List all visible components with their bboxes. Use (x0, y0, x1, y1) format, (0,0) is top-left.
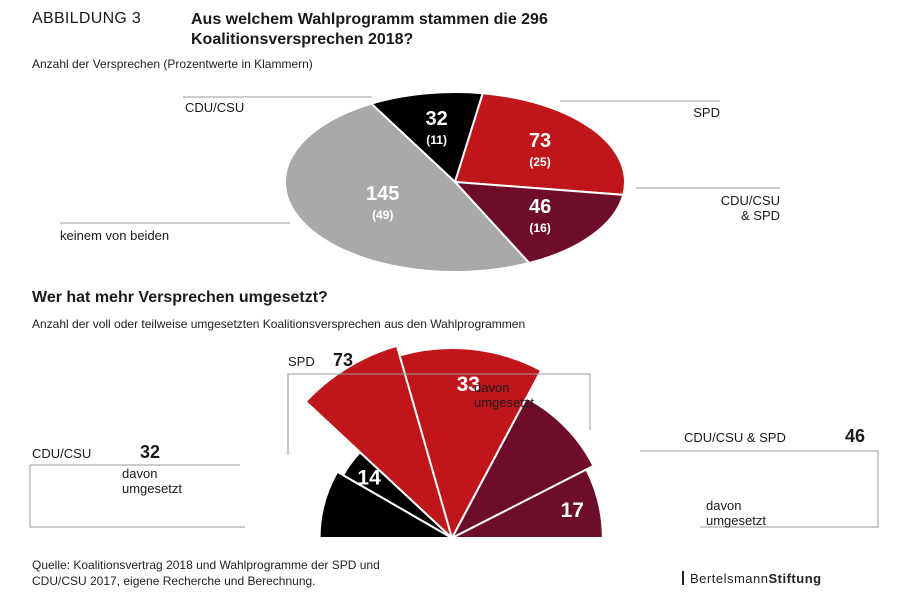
bar-bracket-1 (287, 373, 591, 455)
bar-group-total-1: 73 (333, 350, 353, 370)
figure-prefix: ABBILDUNG 3 (32, 10, 142, 27)
pie-percent-1: (25) (529, 155, 550, 169)
bar-total-2 (449, 396, 595, 541)
bar-bracket-2 (640, 450, 879, 528)
pie-slice-3 (284, 102, 531, 273)
bar-group-label-2: CDU/CSU & SPD (684, 430, 786, 445)
bar-total-0 (318, 470, 456, 539)
source-note: Quelle: Koalitionsvertrag 2018 und Wahlp… (32, 557, 380, 589)
chart-title: Aus welchem Wahlprogramm stammen die 296… (191, 11, 548, 48)
bar-implemented-value-1: 33 (457, 373, 480, 396)
pie-value-2: 46 (529, 196, 551, 218)
pie-percent-3: (49) (372, 208, 393, 222)
bar-impl-label-1-1: umgesetzt (474, 395, 534, 410)
bar-group-total-0: 32 (140, 442, 160, 462)
pie-slice-0 (369, 91, 485, 184)
pie-label-2-0: CDU/CSU (721, 193, 780, 208)
pie-value-3: 145 (366, 183, 399, 205)
bar-group-label-0: CDU/CSU (32, 446, 91, 461)
bar-impl-label-0-0: davon (122, 466, 157, 481)
brand-bar-icon (682, 571, 684, 585)
bar-impl-label-2-0: davon (706, 498, 741, 513)
bar-impl-label-0-1: umgesetzt (122, 481, 182, 496)
pie-label-2-1: & SPD (741, 208, 780, 223)
pie-slice-2 (452, 180, 625, 265)
bar-implemented-value-0: 14 (357, 467, 381, 490)
pie-percent-0: (11) (426, 133, 447, 147)
pie-label-1: SPD (693, 105, 720, 120)
pie-percent-2: (16) (529, 221, 550, 235)
pie-value-0: 32 (425, 108, 447, 130)
bar-implemented-2 (451, 468, 604, 539)
pie-label-0: CDU/CSU (185, 100, 244, 115)
brand-regular: Bertelsmann (690, 571, 769, 586)
pie-subtitle: Anzahl der Versprechen (Prozentwerte in … (32, 57, 313, 71)
source-line-1: Quelle: Koalitionsvertrag 2018 und Wahlp… (32, 558, 380, 572)
source-line-2: CDU/CSU 2017, eigene Recherche und Berec… (32, 574, 316, 588)
bar-total-1 (304, 344, 454, 542)
brand-logo: BertelsmannStiftung (682, 571, 822, 586)
bar-group-label-1: SPD (288, 354, 315, 369)
bar-impl-label-1-0: davon (474, 380, 509, 395)
section2-title: Wer hat mehr Versprechen umgesetzt? (32, 289, 328, 306)
bar-impl-label-2-1: umgesetzt (706, 513, 766, 528)
bar-bracket-0 (29, 465, 245, 528)
bar-implemented-1 (398, 347, 543, 541)
bar-implemented-value-2: 17 (561, 499, 584, 522)
pie-slice-1 (453, 92, 626, 196)
pie-value-1: 73 (529, 130, 551, 152)
bar-group-total-2: 46 (845, 426, 865, 446)
pie-label-3: keinem von beiden (60, 228, 169, 243)
brand-bold: Stiftung (768, 571, 822, 586)
section2-subtitle: Anzahl der voll oder teilweise umgesetzt… (32, 317, 526, 331)
